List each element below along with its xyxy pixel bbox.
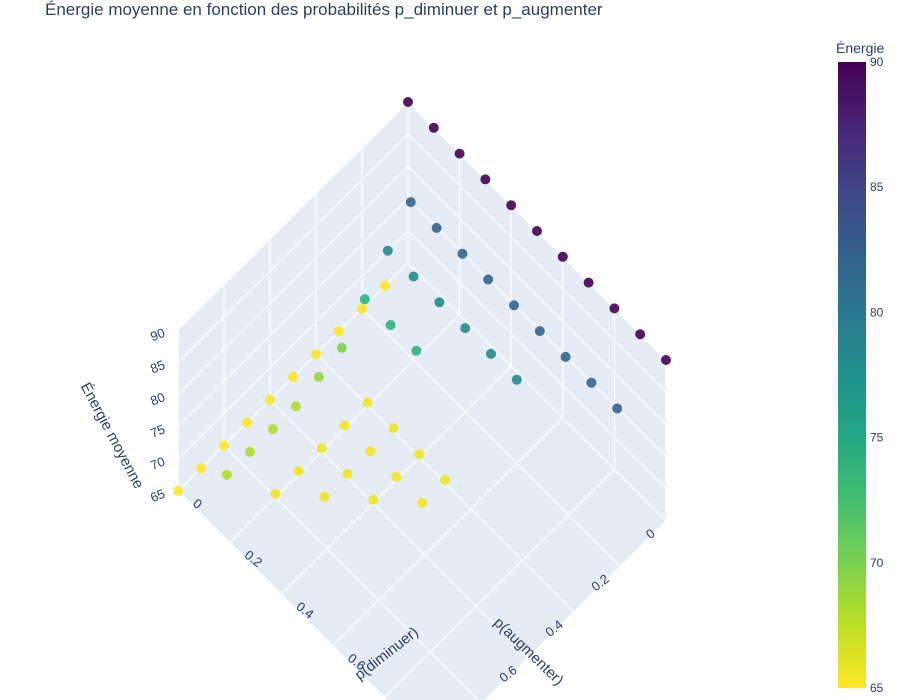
data-point [291, 401, 301, 411]
data-point [434, 297, 444, 307]
data-point [380, 281, 390, 291]
z-tick-label: 85 [148, 357, 167, 376]
data-point [337, 343, 347, 353]
data-point [609, 303, 619, 313]
data-point [265, 395, 275, 405]
data-point [242, 418, 252, 428]
z-tick-label: 90 [148, 325, 167, 344]
z-tick-label: 70 [148, 454, 167, 473]
data-point [483, 275, 493, 285]
data-point [196, 463, 206, 473]
data-point [429, 123, 439, 133]
data-point [509, 300, 519, 310]
colorbar-tick-label: 75 [870, 431, 884, 445]
z-tick-label: 65 [148, 486, 167, 505]
data-point [506, 200, 516, 210]
data-point [561, 352, 571, 362]
data-point [486, 349, 496, 359]
data-point [363, 398, 373, 408]
data-point [586, 378, 596, 388]
data-point [612, 404, 622, 414]
data-point [271, 489, 281, 499]
data-point [388, 423, 398, 433]
z-axis-title: Énergie moyenne [77, 380, 147, 492]
scene-walls [178, 102, 666, 700]
data-point [406, 197, 416, 207]
data-point [512, 375, 522, 385]
colorbar: 65 70 75 80 85 90 [838, 55, 884, 695]
data-point [288, 372, 298, 382]
colorbar-tick-label: 80 [870, 305, 884, 319]
data-point [342, 469, 352, 479]
colorbar-tick-label: 65 [870, 681, 884, 695]
data-point [532, 226, 542, 236]
data-point [403, 97, 413, 107]
data-point [411, 346, 421, 356]
data-point [319, 492, 329, 502]
data-point [368, 495, 378, 505]
data-point [383, 246, 393, 256]
data-point [268, 424, 278, 434]
data-point [386, 320, 396, 330]
data-point [245, 447, 255, 457]
data-point [457, 249, 467, 259]
data-point [584, 278, 594, 288]
data-point [432, 223, 442, 233]
data-point [455, 149, 465, 159]
data-point [357, 304, 367, 314]
data-point [635, 329, 645, 339]
data-point [294, 466, 304, 476]
data-point [311, 349, 321, 359]
data-point [409, 272, 419, 282]
data-point [460, 323, 470, 333]
colorbar-gradient [838, 62, 866, 688]
colorbar-tick-label: 70 [870, 556, 884, 570]
data-point [317, 443, 327, 453]
data-point [334, 326, 344, 336]
data-point [480, 174, 490, 184]
data-point [314, 372, 324, 382]
data-point [440, 475, 450, 485]
data-point [222, 470, 232, 480]
colorbar-tick-label: 90 [870, 55, 884, 69]
data-point [535, 326, 545, 336]
data-point [558, 252, 568, 262]
data-point [365, 446, 375, 456]
data-point [340, 420, 350, 430]
z-tick-label: 80 [148, 389, 167, 408]
colorbar-tick-label: 85 [870, 180, 884, 194]
data-point [661, 355, 671, 365]
data-point [391, 472, 401, 482]
data-point [417, 498, 427, 508]
z-tick-label: 75 [148, 421, 167, 440]
data-point [360, 294, 370, 304]
data-point [173, 486, 183, 496]
data-point [219, 440, 229, 450]
data-point [414, 449, 424, 459]
